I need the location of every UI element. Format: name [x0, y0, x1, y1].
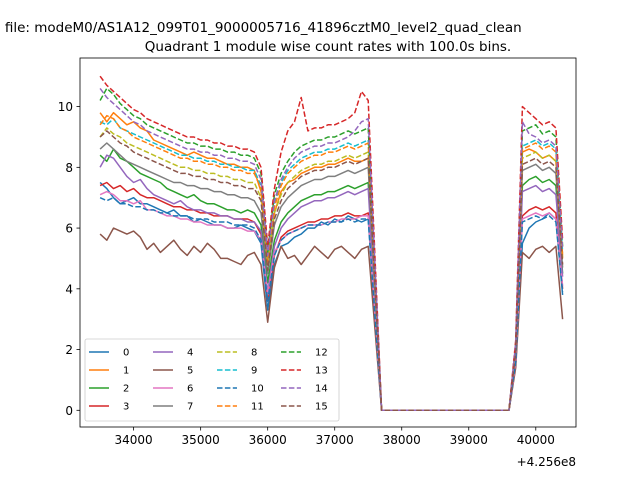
y-axis: 0 2 4 6 8 10	[58, 100, 80, 418]
x-tick-label: 37000	[316, 433, 354, 447]
x-tick-label: 39000	[450, 433, 488, 447]
legend-label-15: 15	[315, 402, 328, 413]
series-line-15	[99, 130, 564, 412]
legend-label-13: 13	[315, 366, 328, 377]
legend-label-1: 1	[123, 366, 129, 377]
y-tick-label: 0	[65, 404, 73, 418]
x-tick-label: 35000	[182, 433, 220, 447]
y-tick-label: 2	[65, 343, 73, 357]
legend-label-12: 12	[315, 348, 328, 359]
legend-label-9: 9	[251, 366, 257, 377]
plot-frame	[79, 57, 577, 428]
legend-label-0: 0	[123, 348, 129, 359]
chart-title: Quadrant 1 module wise count rates with …	[145, 39, 511, 55]
y-tick-label: 6	[65, 222, 73, 236]
series-line-10	[99, 196, 564, 412]
y-tick-label: 10	[58, 100, 73, 114]
x-tick-label: 36000	[249, 433, 287, 447]
legend-label-14: 14	[315, 384, 328, 395]
legend-label-7: 7	[187, 402, 193, 413]
figure-suptitle: n file: modeM0/AS1A12_099T01_9000005716_…	[0, 20, 522, 36]
legend-label-11: 11	[251, 402, 264, 413]
legend-label-10: 10	[251, 384, 264, 395]
legend-label-4: 4	[187, 348, 193, 359]
legend-box	[84, 338, 340, 422]
legend-label-8: 8	[251, 348, 257, 359]
legend-label-6: 6	[187, 384, 193, 395]
y-tick-label: 8	[65, 161, 73, 175]
legend-label-3: 3	[123, 402, 129, 413]
x-axis: 34000 35000 36000 37000 38000 39000 40000	[115, 427, 555, 447]
legend-label-5: 5	[187, 366, 193, 377]
y-tick-label: 4	[65, 282, 73, 296]
x-tick-label: 38000	[383, 433, 421, 447]
x-offset-label: +4.256e8	[517, 455, 576, 469]
legend-label-2: 2	[123, 384, 129, 395]
x-tick-label: 40000	[517, 433, 555, 447]
x-tick-label: 34000	[115, 433, 153, 447]
